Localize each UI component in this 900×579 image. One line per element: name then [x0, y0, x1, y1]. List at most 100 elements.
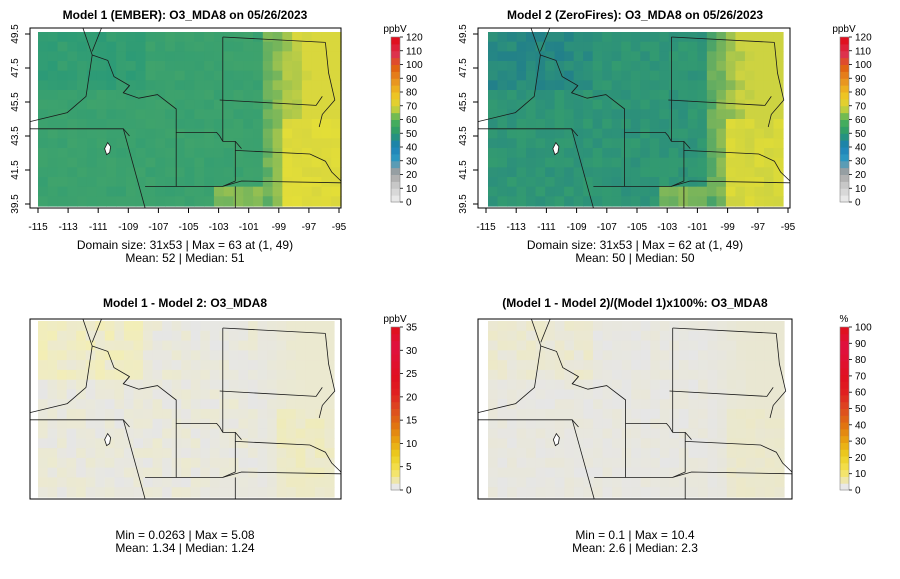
- heatmap-cell: [763, 138, 775, 149]
- heatmap-cell: [554, 389, 565, 400]
- heatmap-cell: [257, 389, 268, 400]
- heatmap-cell: [194, 128, 205, 139]
- heatmap-cell: [640, 350, 651, 361]
- heatmap-cell: [488, 128, 499, 139]
- heatmap-cell: [669, 360, 680, 371]
- legend-swatch: [840, 354, 849, 362]
- heatmap-cell: [331, 148, 342, 159]
- heatmap-cell: [213, 167, 225, 178]
- heatmap-cell: [295, 321, 306, 332]
- legend-tick-label: 70: [855, 371, 867, 382]
- heatmap-cell: [573, 80, 584, 91]
- heatmap-cell: [324, 487, 335, 498]
- heatmap-cell: [725, 70, 737, 81]
- heatmap-cell: [716, 138, 727, 149]
- heatmap-cell: [659, 350, 671, 361]
- heatmap-cell: [526, 409, 537, 420]
- heatmap-cell: [67, 148, 78, 159]
- legend-swatch: [840, 476, 849, 484]
- heatmap-cell: [659, 399, 671, 410]
- heatmap-cell: [516, 99, 527, 110]
- heatmap-cell: [292, 128, 303, 139]
- heatmap-cell: [706, 41, 717, 52]
- heatmap-cell: [38, 177, 49, 188]
- heatmap-cell: [262, 138, 274, 149]
- heatmap-cell: [181, 428, 192, 439]
- heatmap-cell: [104, 428, 115, 439]
- heatmap-cell: [272, 119, 283, 130]
- heatmap-cell: [223, 119, 235, 130]
- heatmap-cell: [253, 80, 264, 91]
- heatmap-cell: [611, 41, 622, 52]
- heatmap-cell: [233, 186, 244, 197]
- heatmap-cell: [564, 109, 575, 120]
- heatmap-cell: [602, 138, 613, 149]
- heatmap-cell: [47, 340, 58, 351]
- heatmap-cell: [507, 61, 518, 72]
- heatmap-cell: [573, 467, 585, 479]
- heatmap-cell: [754, 186, 765, 197]
- lake-shape: [104, 432, 112, 447]
- heatmap-cell: [735, 99, 746, 110]
- heatmap-cell: [152, 360, 163, 371]
- heatmap-cell: [171, 467, 182, 479]
- heatmap-cell: [545, 148, 556, 159]
- heatmap-cell: [535, 167, 546, 178]
- heatmap-cell: [687, 148, 698, 159]
- heatmap-cell: [47, 369, 58, 381]
- heatmap-cell: [209, 389, 221, 400]
- heatmap-cell: [314, 428, 326, 439]
- legend-swatch: [840, 126, 849, 134]
- heatmap-cell: [262, 51, 274, 62]
- heatmap-cell: [763, 80, 775, 91]
- heatmap-cell: [295, 389, 306, 400]
- heatmap-cell: [152, 350, 163, 361]
- heatmap-cell: [209, 428, 221, 439]
- heatmap-cell: [516, 148, 527, 159]
- heatmap-cell: [228, 409, 240, 420]
- state-border: [477, 27, 541, 122]
- legend-swatch: [840, 347, 849, 355]
- heatmap-cell: [324, 467, 335, 479]
- heatmap-cell: [272, 51, 283, 62]
- legend-swatch: [391, 422, 400, 430]
- heatmap-cell: [717, 428, 728, 439]
- y-tick-label: 45.5: [10, 92, 21, 112]
- heatmap-cell: [324, 399, 335, 410]
- heatmap-cell: [621, 487, 632, 498]
- heatmap-cell: [650, 330, 661, 342]
- heatmap-cell: [96, 80, 108, 91]
- heatmap-cell: [744, 119, 756, 130]
- heatmap-cell: [223, 80, 235, 91]
- heatmap-cell: [688, 409, 699, 420]
- heatmap-cell: [57, 167, 68, 178]
- heatmap-cell: [564, 330, 575, 342]
- heatmap-cell: [286, 369, 297, 381]
- heatmap-cell: [219, 428, 230, 439]
- heatmap-cell: [106, 157, 117, 168]
- heatmap-cell: [698, 399, 709, 410]
- heatmap-cell: [754, 41, 765, 52]
- heatmap-cell: [321, 186, 332, 197]
- heatmap-cell: [200, 457, 211, 469]
- heatmap-cell: [272, 70, 283, 81]
- heatmap-cell: [174, 148, 186, 159]
- legend-swatch: [840, 327, 849, 335]
- heatmap-cell: [223, 167, 235, 178]
- heatmap-cell: [592, 128, 603, 139]
- heatmap-cell: [736, 487, 747, 498]
- state-border: [91, 27, 102, 52]
- heatmap-cell: [621, 167, 632, 178]
- heatmap-cell: [687, 80, 698, 91]
- legend-swatch: [391, 415, 400, 423]
- heatmap-cell: [773, 51, 784, 62]
- heatmap-cell: [219, 369, 230, 381]
- heatmap-cell: [76, 379, 87, 391]
- heatmap-cell: [152, 467, 163, 479]
- legend-swatch: [391, 37, 400, 45]
- heatmap-cell: [143, 350, 154, 361]
- heatmap-cell: [57, 467, 68, 479]
- heatmap-cell: [223, 177, 235, 188]
- heatmap-cell: [564, 340, 575, 351]
- heatmap-cell: [253, 157, 264, 168]
